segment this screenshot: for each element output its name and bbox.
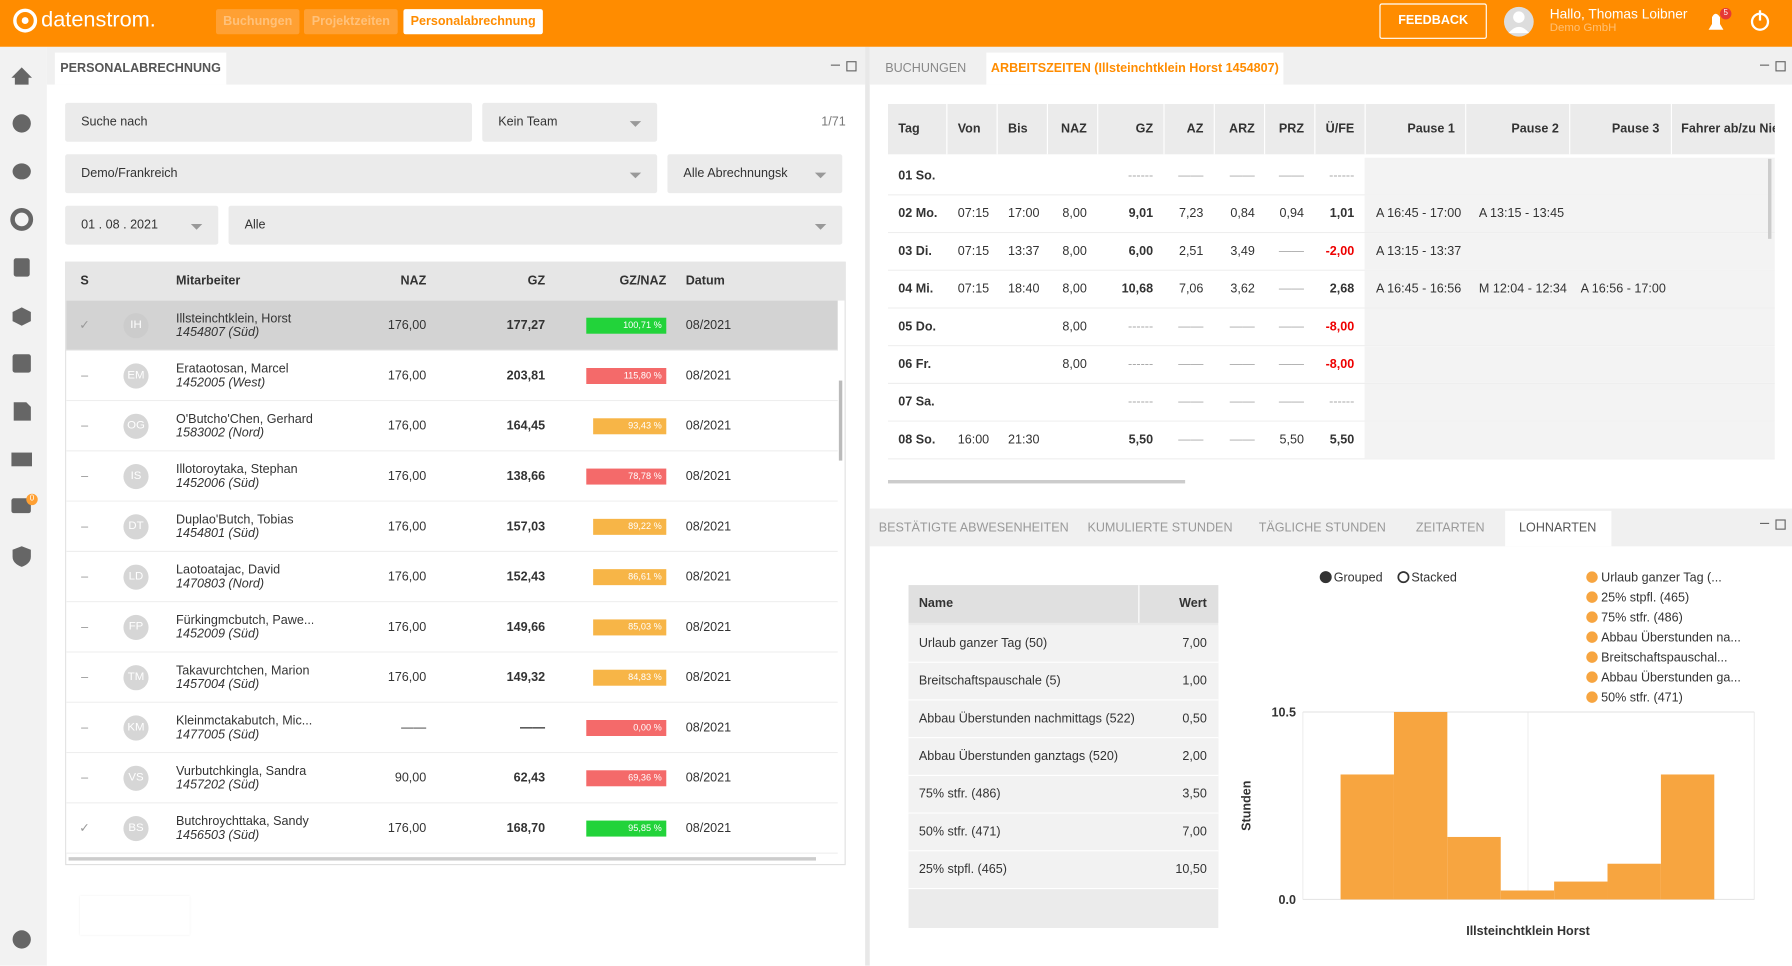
legend-marker <box>1586 591 1597 602</box>
bar <box>1661 774 1714 899</box>
legend-label: Urlaub ganzer Tag (... <box>1601 571 1722 585</box>
mode-label[interactable]: Grouped <box>1334 571 1383 585</box>
x-tick-label: Illsteinchtklein Horst <box>1466 924 1590 938</box>
legend-label: 50% stfr. (471) <box>1601 691 1683 705</box>
mode-radio[interactable] <box>1398 572 1408 582</box>
legend-label: Abbau Überstunden ga... <box>1601 671 1741 685</box>
bar <box>1608 864 1661 900</box>
maximize-icon <box>1776 520 1785 529</box>
legend-marker <box>1586 611 1597 622</box>
bar <box>1394 712 1447 899</box>
legend-label: 75% stfr. (486) <box>1601 611 1683 625</box>
maximize-icon <box>847 62 856 71</box>
legend-marker <box>1586 571 1597 582</box>
y-axis-label: Stunden <box>1239 781 1253 831</box>
legend-label: 25% stpfl. (465) <box>1601 591 1689 605</box>
y-tick-label: 0.0 <box>1279 893 1296 907</box>
mode-radio[interactable] <box>1321 572 1331 582</box>
legend-marker <box>1586 651 1597 662</box>
y-tick-label: 10.5 <box>1272 706 1296 720</box>
bar <box>1447 837 1500 899</box>
legend-marker <box>1586 671 1597 682</box>
legend-marker <box>1586 691 1597 702</box>
legend-marker <box>1586 631 1597 642</box>
mode-label[interactable]: Stacked <box>1411 571 1456 585</box>
legend-label: Breitschaftspauschal... <box>1601 651 1727 665</box>
bar <box>1501 891 1554 900</box>
bar <box>1341 774 1394 899</box>
bar <box>1554 882 1607 900</box>
maximize-icon <box>1776 62 1785 71</box>
legend-label: Abbau Überstunden na... <box>1601 631 1741 645</box>
